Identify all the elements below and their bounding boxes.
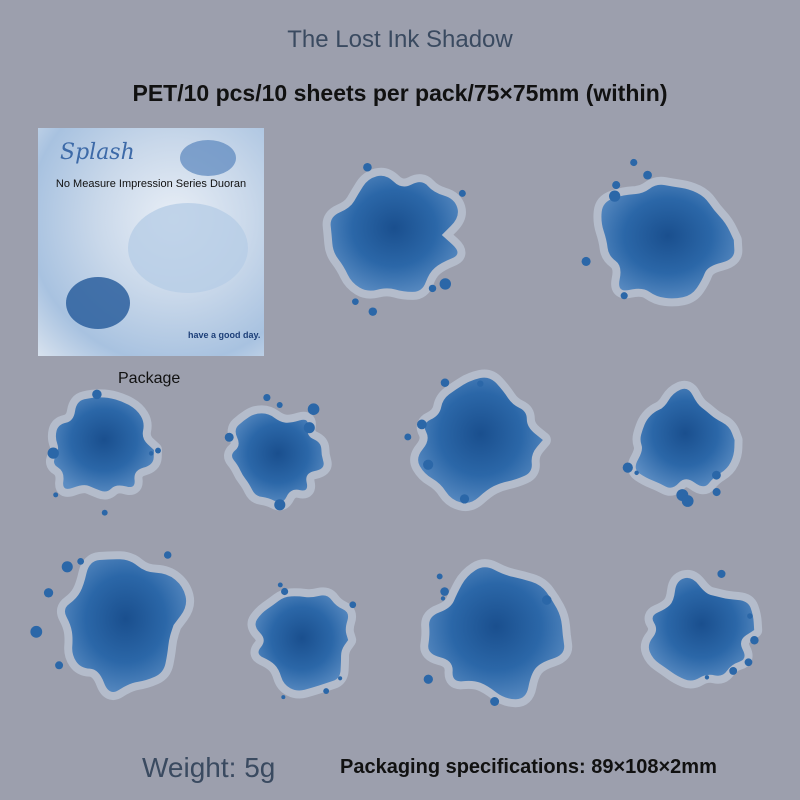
ink-sticker: [323, 688, 330, 695]
title: The Lost Ink Shadow: [287, 26, 513, 53]
ink-sticker: [459, 494, 470, 504]
ink-sticker: [274, 499, 286, 511]
ink-sticker: [416, 419, 427, 430]
ink-sticker: [744, 658, 753, 667]
ink-sticker: [717, 569, 726, 578]
ink-sticker: [423, 459, 434, 470]
ink-sticker: [281, 695, 286, 700]
ink-sticker: [307, 403, 320, 416]
ink-sticker: [440, 596, 446, 601]
ink-sticker: [428, 284, 437, 293]
ink-sticker: [712, 488, 721, 497]
ink-sticker: [352, 298, 359, 305]
ink-sticker: [440, 587, 449, 596]
ink-sticker: [163, 551, 172, 559]
ink-sticker: [55, 661, 64, 670]
ink-sticker: [681, 495, 694, 507]
ink-sticker: [64, 559, 187, 693]
ink-stickers: [30, 158, 763, 708]
ink-sticker: [490, 697, 500, 706]
ink-sticker: [581, 256, 591, 266]
ink-sticker: [458, 189, 466, 197]
ink-sticker: [53, 492, 59, 498]
ink-sticker: [155, 447, 161, 454]
packaging-spec: Packaging specifications: 89×108×2mm: [340, 756, 717, 778]
ink-sticker: [729, 666, 738, 675]
ink-sticker: [255, 595, 349, 691]
ink-sticker: [439, 278, 451, 290]
ink-sticker: [436, 573, 443, 580]
ink-sticker: [423, 674, 433, 684]
ink-sticker: [750, 636, 759, 645]
slogan: have a good day.: [188, 330, 261, 340]
ink-sticker: [712, 470, 721, 480]
ink-sticker: [542, 595, 552, 605]
package-card: Splash No Measure Impression Series Duor…: [38, 128, 264, 356]
ink-sticker: [368, 307, 378, 316]
ink-sticker: [338, 676, 343, 681]
ink-sticker: [747, 613, 753, 619]
package-label: Package: [118, 370, 181, 387]
ink-sticker: [330, 175, 458, 292]
ink-sticker: [232, 413, 324, 503]
ink-sticker: [609, 190, 621, 202]
ink-sticker: [77, 557, 85, 565]
ink-sticker: [477, 380, 484, 387]
brand: Splash: [60, 140, 135, 165]
ink-sticker: [277, 582, 283, 588]
weight: Weight: 5g: [142, 752, 276, 783]
ink-sticker: [418, 377, 543, 504]
ink-sticker: [635, 388, 735, 488]
ink-sticker: [47, 447, 59, 459]
ink-sticker: [634, 470, 639, 476]
ink-sticker: [263, 393, 271, 402]
ink-sticker: [643, 170, 652, 180]
specs: PET/10 pcs/10 sheets per pack/75×75mm (w…: [132, 80, 668, 106]
ink-sticker: [620, 292, 628, 300]
ink-sticker: [428, 567, 565, 700]
ink-sticker: [704, 675, 710, 680]
ink-sticker: [622, 462, 633, 473]
ink-sticker: [601, 184, 735, 299]
ink-sticker: [43, 588, 54, 598]
series: No Measure Impression Series Duoran: [55, 178, 247, 190]
ink-sticker: [363, 162, 372, 172]
ink-sticker: [349, 601, 357, 609]
ink-sticker: [630, 158, 638, 167]
ink-sticker: [281, 587, 289, 596]
package-ink: [66, 140, 248, 329]
ink-sticker: [276, 401, 283, 408]
ink-sticker: [30, 625, 43, 638]
ink-sticker: [303, 422, 315, 434]
ink-sticker: [612, 181, 621, 190]
ink-sticker: [53, 397, 154, 492]
ink-sticker: [148, 451, 154, 456]
ink-sticker: [648, 577, 755, 681]
ink-sticker: [224, 432, 234, 442]
ink-sticker: [92, 389, 102, 400]
ink-sticker: [440, 378, 450, 387]
ink-sticker: [404, 433, 412, 441]
ink-sticker: [61, 561, 73, 573]
ink-sticker: [101, 509, 108, 516]
